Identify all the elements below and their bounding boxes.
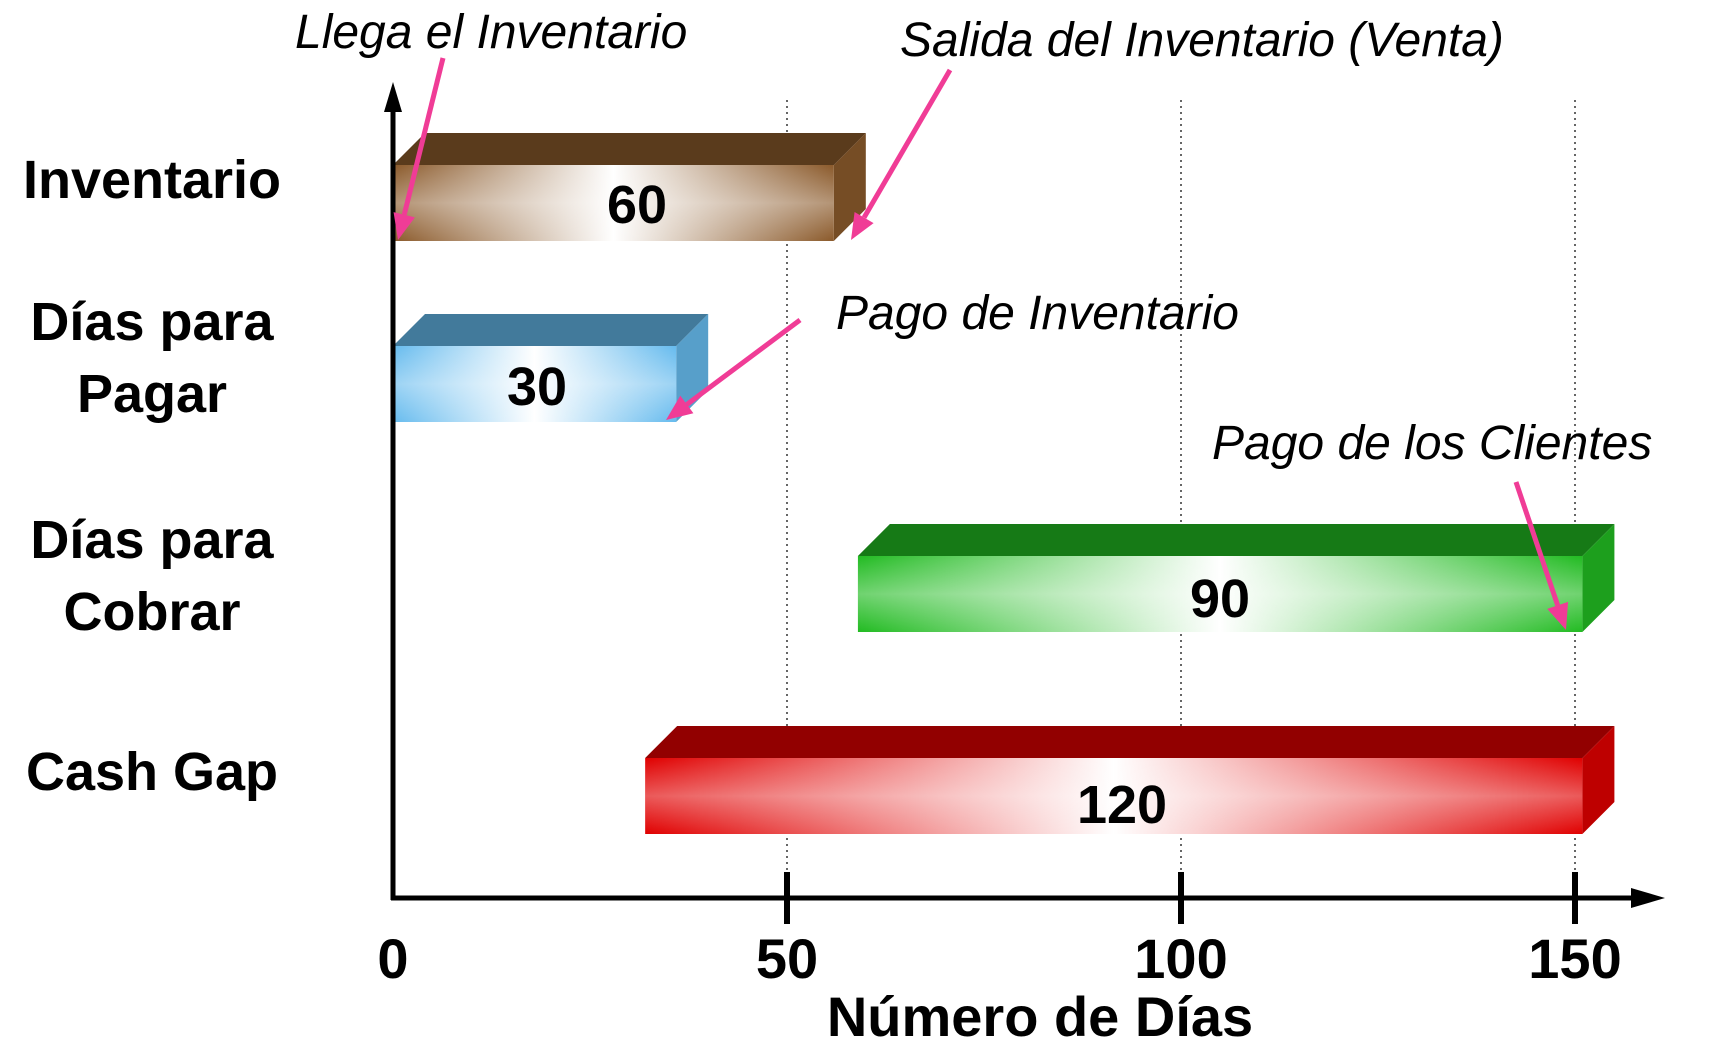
annotation: Llega el Inventario [295, 6, 687, 240]
category-label: Inventario [23, 150, 281, 210]
tick-labels: 0 50 100 150 [377, 927, 1621, 990]
category-label: Pagar [77, 364, 227, 424]
bar-side-face [1582, 726, 1615, 834]
bar-front-highlight [393, 165, 834, 241]
x-tick-label: 150 [1528, 927, 1621, 990]
bar-value-label: 30 [507, 357, 567, 417]
bar-90: 90 [857, 524, 1615, 632]
annotations: Llega el Inventario Salida del Inventario… [295, 6, 1652, 630]
bar-top-face [645, 726, 1615, 758]
bar-60: 60 [393, 133, 866, 241]
annotation-arrow-shaft [401, 57, 446, 216]
annotation-arrowhead [851, 211, 874, 240]
bar-value-label: 120 [1077, 775, 1167, 835]
annotation-arrowhead [666, 395, 694, 420]
x-axis-arrowhead [1631, 888, 1665, 908]
annotation-text: Pago de Inventario [836, 287, 1239, 340]
annotation-arrowhead [1547, 601, 1569, 630]
category-labels: Inventario Días para Pagar Días para Cobrar C… [23, 150, 281, 802]
axes [384, 82, 1665, 924]
annotation-text: Salida del Inventario (Venta) [900, 14, 1504, 67]
bar-front-highlight [393, 346, 677, 422]
bar-front-highlight [857, 556, 1583, 632]
annotation-text: Pago de los Clientes [1212, 417, 1652, 470]
category-label: Días para [30, 292, 274, 352]
annotation-arrow-shaft [1513, 481, 1561, 607]
bar-top-face [393, 314, 709, 346]
bar-top-face [857, 524, 1615, 556]
x-tick-label: 50 [756, 927, 818, 990]
bar-120: 120 [645, 726, 1615, 835]
bar-30: 30 [393, 314, 709, 422]
bar-front-highlight [645, 758, 1583, 834]
annotation-text: Llega el Inventario [295, 6, 687, 59]
x-tick-label: 100 [1134, 927, 1227, 990]
y-axis-arrowhead [384, 82, 402, 112]
x-tick-label: 0 [377, 927, 408, 990]
category-label: Cobrar [63, 582, 240, 642]
annotation: Pago de Inventario [666, 287, 1239, 420]
bar-side-face [1582, 524, 1615, 632]
bar-value-label: 60 [607, 175, 667, 235]
category-label: Cash Gap [26, 742, 278, 802]
annotation-arrow-shaft [861, 68, 953, 219]
x-axis-label: Número de Días [827, 985, 1253, 1044]
annotation-arrow-shaft [685, 317, 802, 407]
category-label: Días para [30, 510, 274, 570]
bar-top-face [393, 133, 866, 165]
annotation: Salida del Inventario (Venta) [851, 14, 1504, 240]
annotation: Pago de los Clientes [1212, 417, 1652, 630]
bar-value-label: 90 [1190, 569, 1250, 629]
bars: 60 30 90 120 [393, 133, 1615, 835]
annotation-arrowhead [393, 212, 415, 240]
